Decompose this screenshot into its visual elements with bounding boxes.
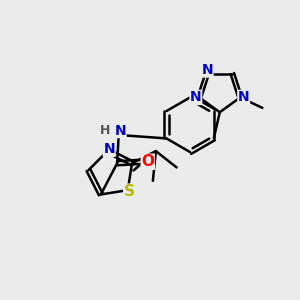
- Text: N: N: [190, 91, 202, 104]
- Text: O: O: [141, 154, 154, 169]
- Text: N: N: [103, 142, 115, 156]
- Text: N: N: [201, 63, 213, 77]
- Text: H: H: [100, 124, 110, 137]
- Text: S: S: [124, 184, 135, 199]
- Text: N: N: [238, 91, 250, 104]
- Text: N: N: [114, 124, 126, 137]
